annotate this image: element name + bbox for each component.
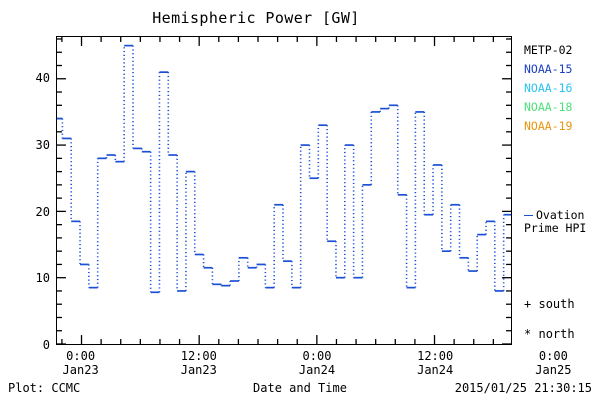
x-tick-label: 0:00 Jan25: [535, 349, 572, 377]
legend-north-label: north: [538, 327, 575, 341]
legend-item-noaa-18: NOAA-18: [524, 100, 573, 114]
y-tick-label: 0: [42, 338, 50, 352]
legend-item-noaa-19: NOAA-19: [524, 119, 573, 133]
y-tick-label: 40: [35, 71, 50, 86]
ovation-line-sample: [524, 215, 533, 216]
footer-plot-source: Plot: CCMC: [8, 381, 81, 395]
ovation-legend-label-2: Prime HPI: [524, 221, 587, 235]
ovation-legend: Ovation Prime HPI: [524, 209, 600, 235]
page-title: Hemispheric Power [GW]: [152, 9, 360, 27]
satellite-legend: METP-02 NOAA-15 NOAA-16 NOAA-18 NOAA-19: [524, 41, 600, 136]
footer-timestamp: 2015/01/25 21:30:15: [454, 381, 592, 395]
legend-item-metp-02: METP-02: [524, 43, 573, 57]
y-axis-ticks: 0 10 20 30 40: [10, 36, 50, 352]
ovation-legend-label-1: Ovation: [536, 208, 585, 222]
legend-south-label: south: [538, 297, 575, 311]
x-tick-label: 0:00 Jan23: [62, 349, 99, 377]
series-ovation-prime-hpi: [57, 44, 511, 294]
legend-item-noaa-16: NOAA-16: [524, 81, 573, 95]
axis-tick-marks: [57, 37, 511, 344]
x-tick-label: 12:00 Jan24: [417, 349, 454, 377]
x-axis-ticks: 0:00 Jan23 12:00 Jan23 0:00 Jan24 12:00 Jan24 0:…: [0, 349, 600, 383]
data-plot-svg: [57, 37, 511, 344]
asterisk-symbol-icon: *: [524, 327, 532, 341]
legend-marker-south: + south: [524, 297, 575, 311]
legend-item-noaa-15: NOAA-15: [524, 62, 573, 76]
plus-symbol-icon: +: [524, 297, 532, 311]
x-axis-label: Date and Time: [253, 381, 347, 395]
legend-marker-north: * north: [524, 327, 575, 341]
plot-area: [56, 36, 512, 345]
x-tick-label: 12:00 Jan23: [180, 349, 217, 377]
y-tick-label: 10: [35, 271, 50, 286]
y-tick-label: 20: [35, 204, 50, 219]
x-tick-label: 0:00 Jan24: [298, 349, 336, 377]
y-tick-label: 30: [35, 137, 50, 152]
